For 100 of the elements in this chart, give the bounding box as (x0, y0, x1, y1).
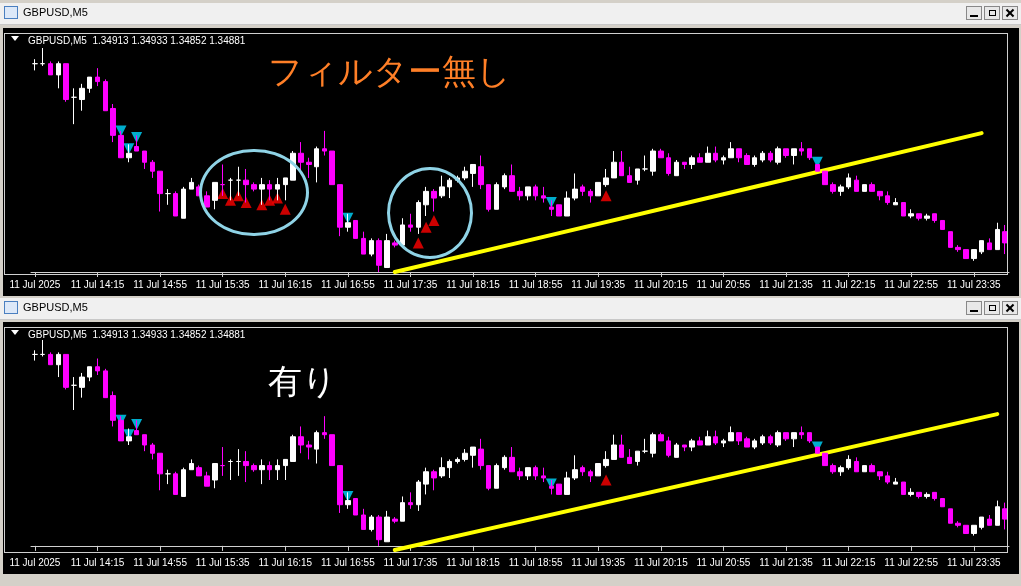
candlestick (95, 67, 100, 87)
x-tick-label: 11 Jul 18:55 (508, 556, 563, 568)
point (600, 474, 612, 486)
candlestick (384, 233, 390, 269)
candlestick (40, 47, 45, 67)
candlestick (799, 141, 804, 157)
candlestick (259, 177, 265, 206)
candlestick (157, 170, 163, 213)
candlestick (502, 454, 507, 471)
candlestick (721, 155, 726, 165)
candlestick (236, 166, 241, 197)
candlestick (948, 508, 953, 524)
candlestick (251, 463, 257, 473)
candlestick (869, 463, 875, 473)
candlestick (439, 175, 445, 199)
candlestick (502, 172, 507, 190)
candlestick (995, 500, 1000, 526)
candlestick (337, 465, 343, 514)
candlestick (48, 60, 53, 76)
point (600, 190, 612, 202)
x-tick-label: 11 Jul 16:55 (321, 556, 376, 568)
candlestick (564, 471, 570, 495)
x-tick-label: 11 Jul 16:15 (258, 278, 313, 290)
chart-subtitle: GBPUSD,M5 1.34913 1.34933 1.34852 1.34881 (28, 34, 246, 46)
x-tick-label: 11 Jul 20:15 (633, 556, 689, 568)
candlestick (791, 432, 797, 448)
candlestick (345, 213, 351, 233)
candlestick (901, 481, 906, 495)
candlestick (63, 353, 69, 390)
candlestick (165, 469, 171, 485)
candlestick (721, 438, 726, 448)
candlestick (924, 213, 930, 221)
candlestick (924, 491, 930, 500)
candlestick (71, 87, 77, 125)
candlestick (423, 467, 429, 495)
candlestick (494, 181, 499, 210)
candlestick (259, 458, 265, 485)
candlestick (893, 477, 898, 485)
x-tick-label: 11 Jul 20:15 (633, 278, 689, 290)
candlestick (642, 438, 648, 454)
candlestick (979, 240, 984, 255)
candlestick (674, 159, 679, 177)
candlestick (181, 186, 186, 219)
candlestick (697, 152, 703, 163)
candlestick (627, 166, 632, 183)
candlestick (713, 146, 718, 163)
candlestick (40, 339, 45, 357)
candlestick (134, 419, 139, 436)
x-tick-label: 11 Jul 16:15 (258, 556, 313, 568)
candlestick (189, 458, 194, 471)
candlestick (220, 446, 225, 477)
candlestick (963, 249, 969, 260)
x-tick-label: 11 Jul 19:35 (571, 556, 626, 568)
candlestick (126, 143, 132, 163)
candlestick (666, 436, 671, 458)
chart-subtitle: GBPUSD,M5 1.34913 1.34933 1.34852 1.34881 (28, 328, 246, 340)
x-tick-label: 11 Jul 14:55 (133, 556, 188, 568)
x-tick-label: 11 Jul 21:35 (759, 556, 814, 568)
point (240, 197, 252, 209)
candlestick (486, 184, 491, 213)
candlestick (705, 146, 711, 163)
candlestick (768, 434, 773, 446)
x-tick-label: 11 Jul 20:55 (696, 278, 751, 290)
candlestick (838, 465, 844, 477)
candlestick (650, 432, 656, 458)
x-tick-label: 11 Jul 2025 (9, 278, 61, 290)
candlestick (298, 425, 304, 454)
candlestick (103, 368, 108, 399)
candlestick (283, 177, 288, 201)
candlestick (674, 442, 679, 458)
candlestick (142, 150, 147, 170)
x-tick-label: 11 Jul 18:15 (446, 278, 501, 290)
candlestick (541, 186, 546, 204)
candlestick (932, 491, 937, 502)
candlestick (150, 442, 155, 460)
candlestick (103, 78, 108, 112)
candlestick (689, 155, 695, 170)
candlestick (658, 148, 664, 159)
candlestick (728, 425, 734, 442)
candlestick (603, 450, 609, 469)
candlestick (611, 150, 617, 179)
candlestick (822, 170, 828, 186)
candlestick (408, 491, 413, 510)
candlestick (196, 465, 202, 477)
candlestick (830, 181, 836, 195)
x-tick-label: 11 Jul 18:55 (508, 278, 563, 290)
candlestick (862, 184, 867, 192)
candlestick (79, 83, 85, 112)
candlestick (181, 467, 186, 497)
candlestick (588, 469, 593, 483)
candlestick (822, 452, 828, 467)
candlestick (635, 450, 640, 467)
candlestick (376, 514, 382, 547)
candlestick (431, 469, 437, 491)
candlestick (815, 163, 820, 172)
annotation: 有り (268, 361, 337, 401)
candlestick (517, 467, 523, 481)
candlestick (173, 471, 178, 495)
candlestick (885, 190, 890, 206)
candlestick (862, 465, 867, 473)
